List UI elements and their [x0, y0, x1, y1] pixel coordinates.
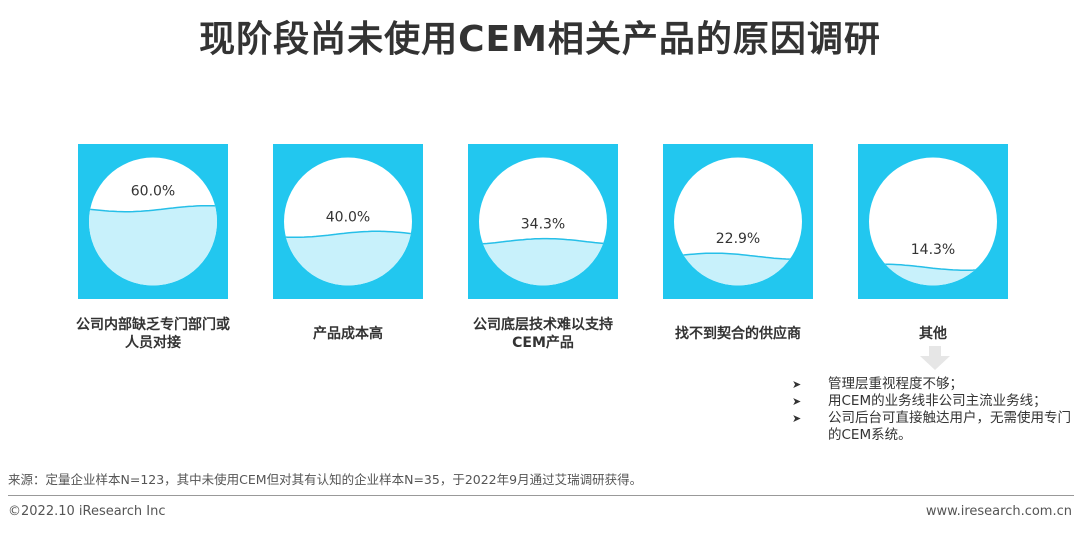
category-label-line: CEM产品	[512, 335, 574, 351]
value-label: 14.3%	[911, 242, 955, 258]
note-text: 用CEM的业务线非公司主流业务线；	[828, 393, 1047, 409]
category-label-line: 人员对接	[125, 335, 181, 351]
note-item: ➤ 公司后台可直接触达用户，无需使用专门的CEM系统。	[792, 410, 1077, 444]
note-item: ➤ 管理层重视程度不够；	[792, 376, 1077, 393]
value-label: 40.0%	[326, 209, 370, 225]
category-label: 公司底层技术难以支持 CEM产品	[448, 316, 638, 352]
copyright: ©2022.10 iResearch Inc	[8, 504, 166, 519]
chart-circle	[869, 157, 997, 286]
category-label-line: 其他	[919, 326, 947, 342]
category-label-line: 找不到契合的供应商	[675, 326, 801, 342]
liquid-chart: 60.0%	[78, 144, 228, 299]
arrow-bullet-icon: ➤	[792, 378, 802, 391]
value-label: 60.0%	[131, 184, 175, 200]
page-title: 现阶段尚未使用CEM相关产品的原因调研	[199, 19, 881, 60]
note-item: ➤ 用CEM的业务线非公司主流业务线；	[792, 393, 1077, 410]
value-label: 22.9%	[716, 231, 760, 247]
liquid-fill	[89, 205, 217, 286]
category-label-line: 公司底层技术难以支持	[473, 317, 613, 333]
category-label-line: 公司内部缺乏专门部门或	[76, 317, 230, 333]
category-label: 找不到契合的供应商	[643, 325, 833, 343]
footer-divider	[8, 495, 1074, 496]
liquid-fill	[284, 231, 412, 286]
value-label: 34.3%	[521, 217, 565, 233]
liquid-chart: 14.3%	[858, 144, 1008, 299]
category-label-line: 产品成本高	[313, 326, 383, 342]
category-label: 产品成本高	[253, 325, 443, 343]
other-notes: ➤ 管理层重视程度不够； ➤ 用CEM的业务线非公司主流业务线； ➤ 公司后台可…	[792, 376, 1077, 444]
wave-line	[284, 230, 412, 239]
website-link[interactable]: www.iresearch.com.cn	[925, 504, 1072, 519]
category-label: 其他	[838, 325, 1028, 343]
wave-line	[479, 237, 607, 246]
source-note: 来源：定量企业样本N=123，其中未使用CEM但对其有认知的企业样本N=35，于…	[8, 472, 643, 487]
arrow-bullet-icon: ➤	[792, 395, 802, 408]
note-text: 公司后台可直接触达用户，无需使用专门的CEM系统。	[828, 410, 1071, 443]
arrow-down-icon	[920, 346, 950, 370]
wave-line	[89, 204, 217, 213]
liquid-chart: 40.0%	[273, 144, 423, 299]
liquid-chart: 22.9%	[663, 144, 813, 299]
note-text: 管理层重视程度不够；	[828, 376, 963, 392]
wave-line	[674, 252, 802, 260]
arrow-bullet-icon: ➤	[792, 412, 802, 425]
liquid-chart: 34.3%	[468, 144, 618, 299]
category-label: 公司内部缺乏专门部门或 人员对接	[58, 316, 248, 352]
